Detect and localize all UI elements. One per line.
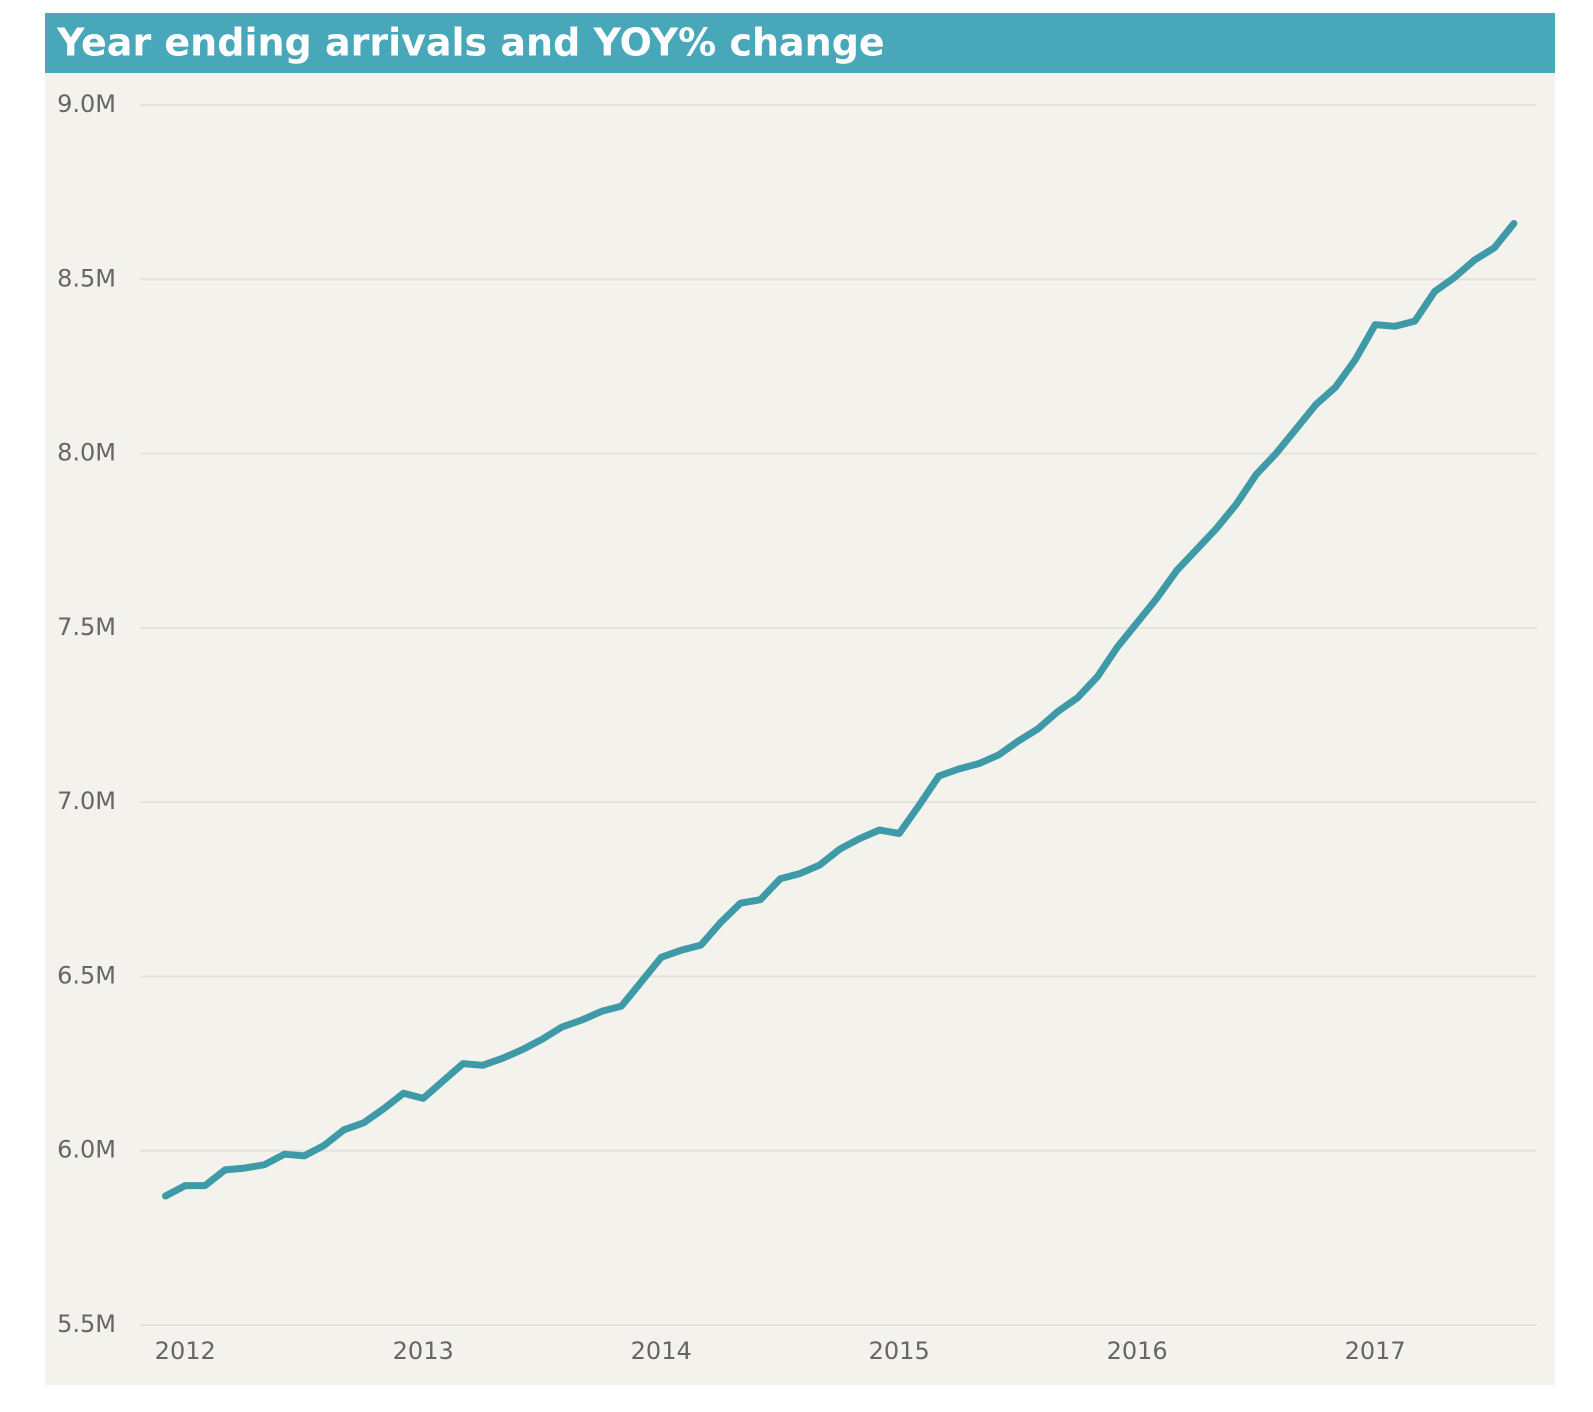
x-tick-label: 2014 (631, 1337, 692, 1365)
panel (45, 13, 1555, 1385)
y-tick-label: 7.5M (57, 613, 116, 641)
y-tick-label: 9.0M (57, 90, 116, 118)
y-tick-label: 7.0M (57, 787, 116, 815)
y-tick-label: 5.5M (57, 1310, 116, 1338)
x-tick-label: 2013 (393, 1337, 454, 1365)
y-tick-label: 8.0M (57, 439, 116, 467)
title-bar (45, 13, 1555, 73)
y-tick-label: 8.5M (57, 264, 116, 292)
x-tick-label: 2017 (1345, 1337, 1406, 1365)
x-tick-label: 2012 (155, 1337, 216, 1365)
x-tick-label: 2016 (1107, 1337, 1168, 1365)
x-tick-label: 2015 (869, 1337, 930, 1365)
line-series (162, 220, 1518, 1200)
y-tick-label: 6.5M (57, 961, 116, 989)
chart-title: Year ending arrivals and YOY% change (56, 21, 885, 65)
y-tick-label: 6.0M (57, 1136, 116, 1164)
